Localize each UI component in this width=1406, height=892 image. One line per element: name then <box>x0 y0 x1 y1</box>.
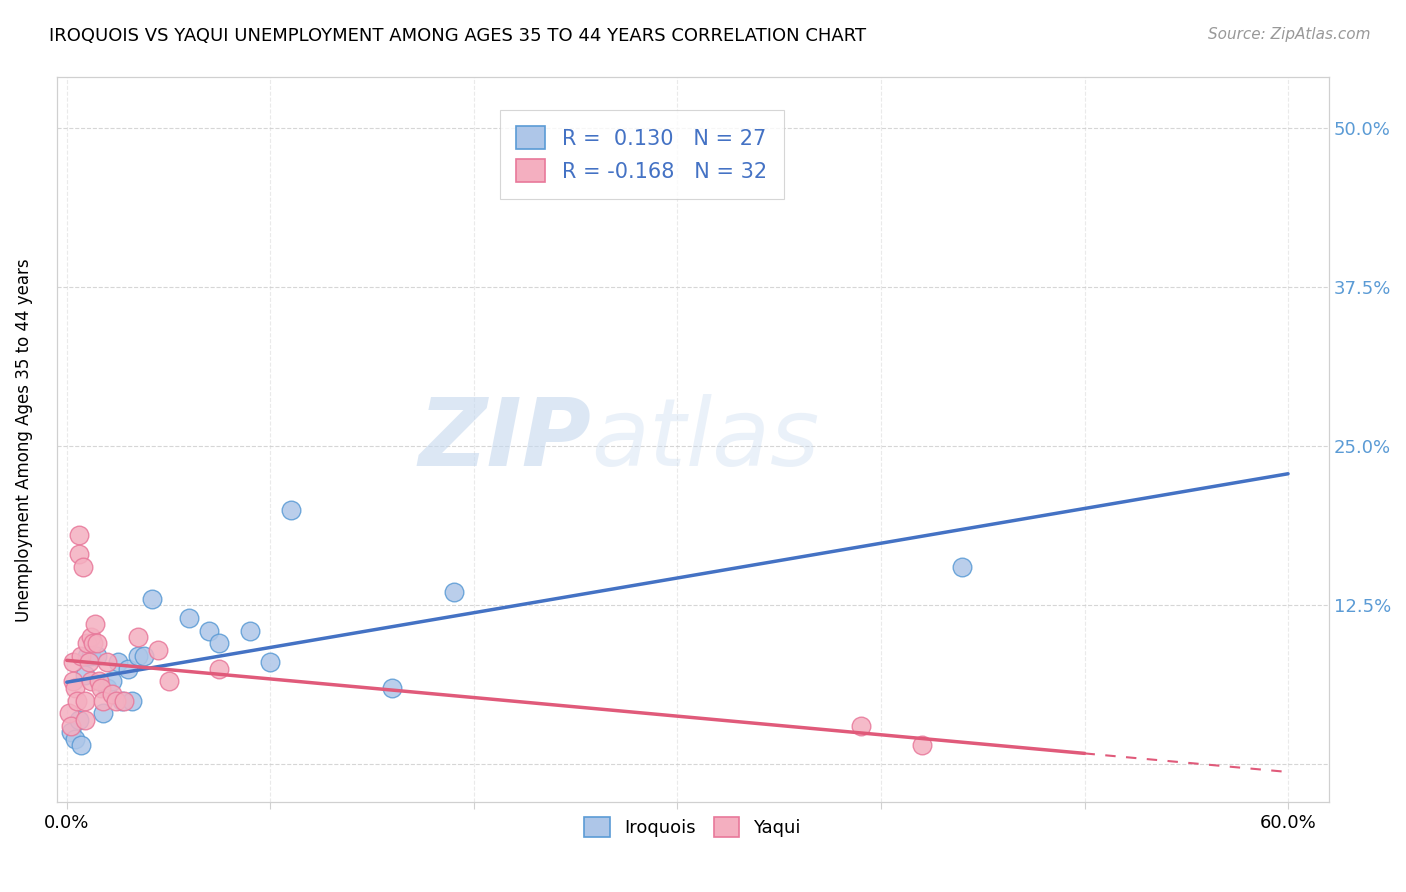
Point <box>63 681 86 695</box>
Point <box>96 681 118 695</box>
Point <box>75 693 97 707</box>
Point <box>66 693 89 707</box>
Point <box>70 738 93 752</box>
Point <box>121 693 143 707</box>
Point <box>62 656 84 670</box>
Point <box>157 674 180 689</box>
Point <box>90 681 112 695</box>
Point <box>148 642 170 657</box>
Point <box>134 648 156 663</box>
Text: Source: ZipAtlas.com: Source: ZipAtlas.com <box>1208 27 1371 42</box>
Point <box>96 656 118 670</box>
Point <box>70 648 93 663</box>
Point <box>100 674 122 689</box>
Point <box>80 630 103 644</box>
Point <box>141 591 163 606</box>
Point <box>75 713 97 727</box>
Point <box>381 681 404 695</box>
Point <box>72 560 94 574</box>
Point <box>93 706 115 721</box>
Point <box>443 585 465 599</box>
Point <box>86 648 108 663</box>
Point <box>76 648 98 663</box>
Point <box>208 636 231 650</box>
Point <box>84 617 107 632</box>
Point <box>111 693 134 707</box>
Point <box>59 725 82 739</box>
Y-axis label: Unemployment Among Ages 35 to 44 years: Unemployment Among Ages 35 to 44 years <box>15 258 32 622</box>
Point <box>112 693 135 707</box>
Point <box>77 656 100 670</box>
Point <box>59 719 82 733</box>
Point <box>63 731 86 746</box>
Point <box>76 636 98 650</box>
Point <box>67 713 90 727</box>
Point <box>127 630 149 644</box>
Point <box>86 636 108 650</box>
Point <box>75 668 97 682</box>
Text: IROQUOIS VS YAQUI UNEMPLOYMENT AMONG AGES 35 TO 44 YEARS CORRELATION CHART: IROQUOIS VS YAQUI UNEMPLOYMENT AMONG AGE… <box>49 27 866 45</box>
Text: atlas: atlas <box>591 394 820 485</box>
Point <box>80 648 103 663</box>
Point <box>950 560 973 574</box>
Point <box>239 624 262 638</box>
Point <box>208 662 231 676</box>
Point <box>67 547 90 561</box>
Point <box>911 738 934 752</box>
Point <box>58 706 80 721</box>
Point <box>849 719 872 733</box>
Point <box>62 674 84 689</box>
Point <box>82 636 104 650</box>
Text: ZIP: ZIP <box>418 394 591 486</box>
Point <box>198 624 221 638</box>
Point <box>177 611 200 625</box>
Point <box>93 693 115 707</box>
Point <box>107 656 129 670</box>
Point <box>259 656 281 670</box>
Point <box>117 662 139 676</box>
Legend: Iroquois, Yaqui: Iroquois, Yaqui <box>576 810 808 844</box>
Point <box>67 528 90 542</box>
Point <box>80 674 103 689</box>
Point <box>104 693 127 707</box>
Point <box>89 674 111 689</box>
Point <box>100 687 122 701</box>
Point <box>127 648 149 663</box>
Point <box>280 503 302 517</box>
